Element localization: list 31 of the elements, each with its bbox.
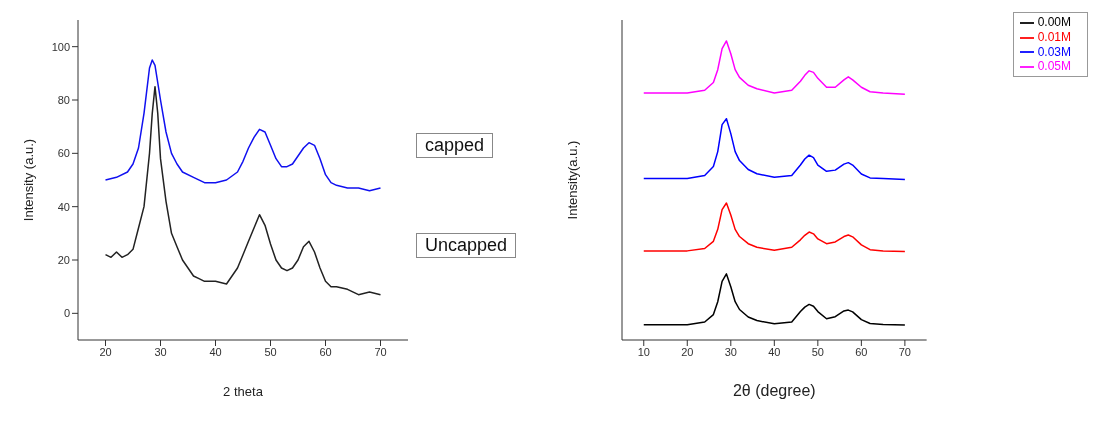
x-tick-label: 70 xyxy=(374,345,387,358)
x-tick-label: 20 xyxy=(99,345,112,358)
x-tick-label: 30 xyxy=(724,345,737,358)
y-tick-label: 0 xyxy=(63,307,70,320)
y-tick-label: 20 xyxy=(57,253,70,266)
x-tick-label: 60 xyxy=(855,345,868,358)
text: capped xyxy=(416,133,494,158)
x-tick-label: 70 xyxy=(898,345,912,358)
y-axis-title: Intensity(a.u.) xyxy=(564,140,580,220)
legend-label: 0.01M xyxy=(1037,29,1071,44)
legend-label: 0.00M xyxy=(1037,15,1071,29)
x-tick-label: 50 xyxy=(264,345,277,358)
y-tick-label: 40 xyxy=(57,200,70,213)
y-tick-label: 100 xyxy=(51,40,70,53)
x-tick-label: 40 xyxy=(768,345,781,358)
line-series xyxy=(104,59,382,192)
y-tick-label: 80 xyxy=(57,93,70,106)
x-tick-label: 10 xyxy=(637,345,650,358)
x-tick-label: 30 xyxy=(154,345,167,358)
y-axis-title: Intensity (a.u.) xyxy=(20,138,36,222)
x-axis-title: 2θ (degree) xyxy=(732,382,816,399)
line-series xyxy=(104,85,382,296)
x-tick-label: 20 xyxy=(681,345,694,358)
x-axis-title: 2 theta xyxy=(223,384,264,399)
text: Uncapped xyxy=(416,233,517,258)
legend-label: 0.03M xyxy=(1037,44,1071,59)
x-tick-label: 40 xyxy=(209,345,222,358)
y-tick-label: 60 xyxy=(57,147,70,160)
x-tick-label: 60 xyxy=(319,345,332,358)
x-tick-label: 50 xyxy=(811,345,824,358)
legend-label: 0.05M xyxy=(1037,59,1071,74)
